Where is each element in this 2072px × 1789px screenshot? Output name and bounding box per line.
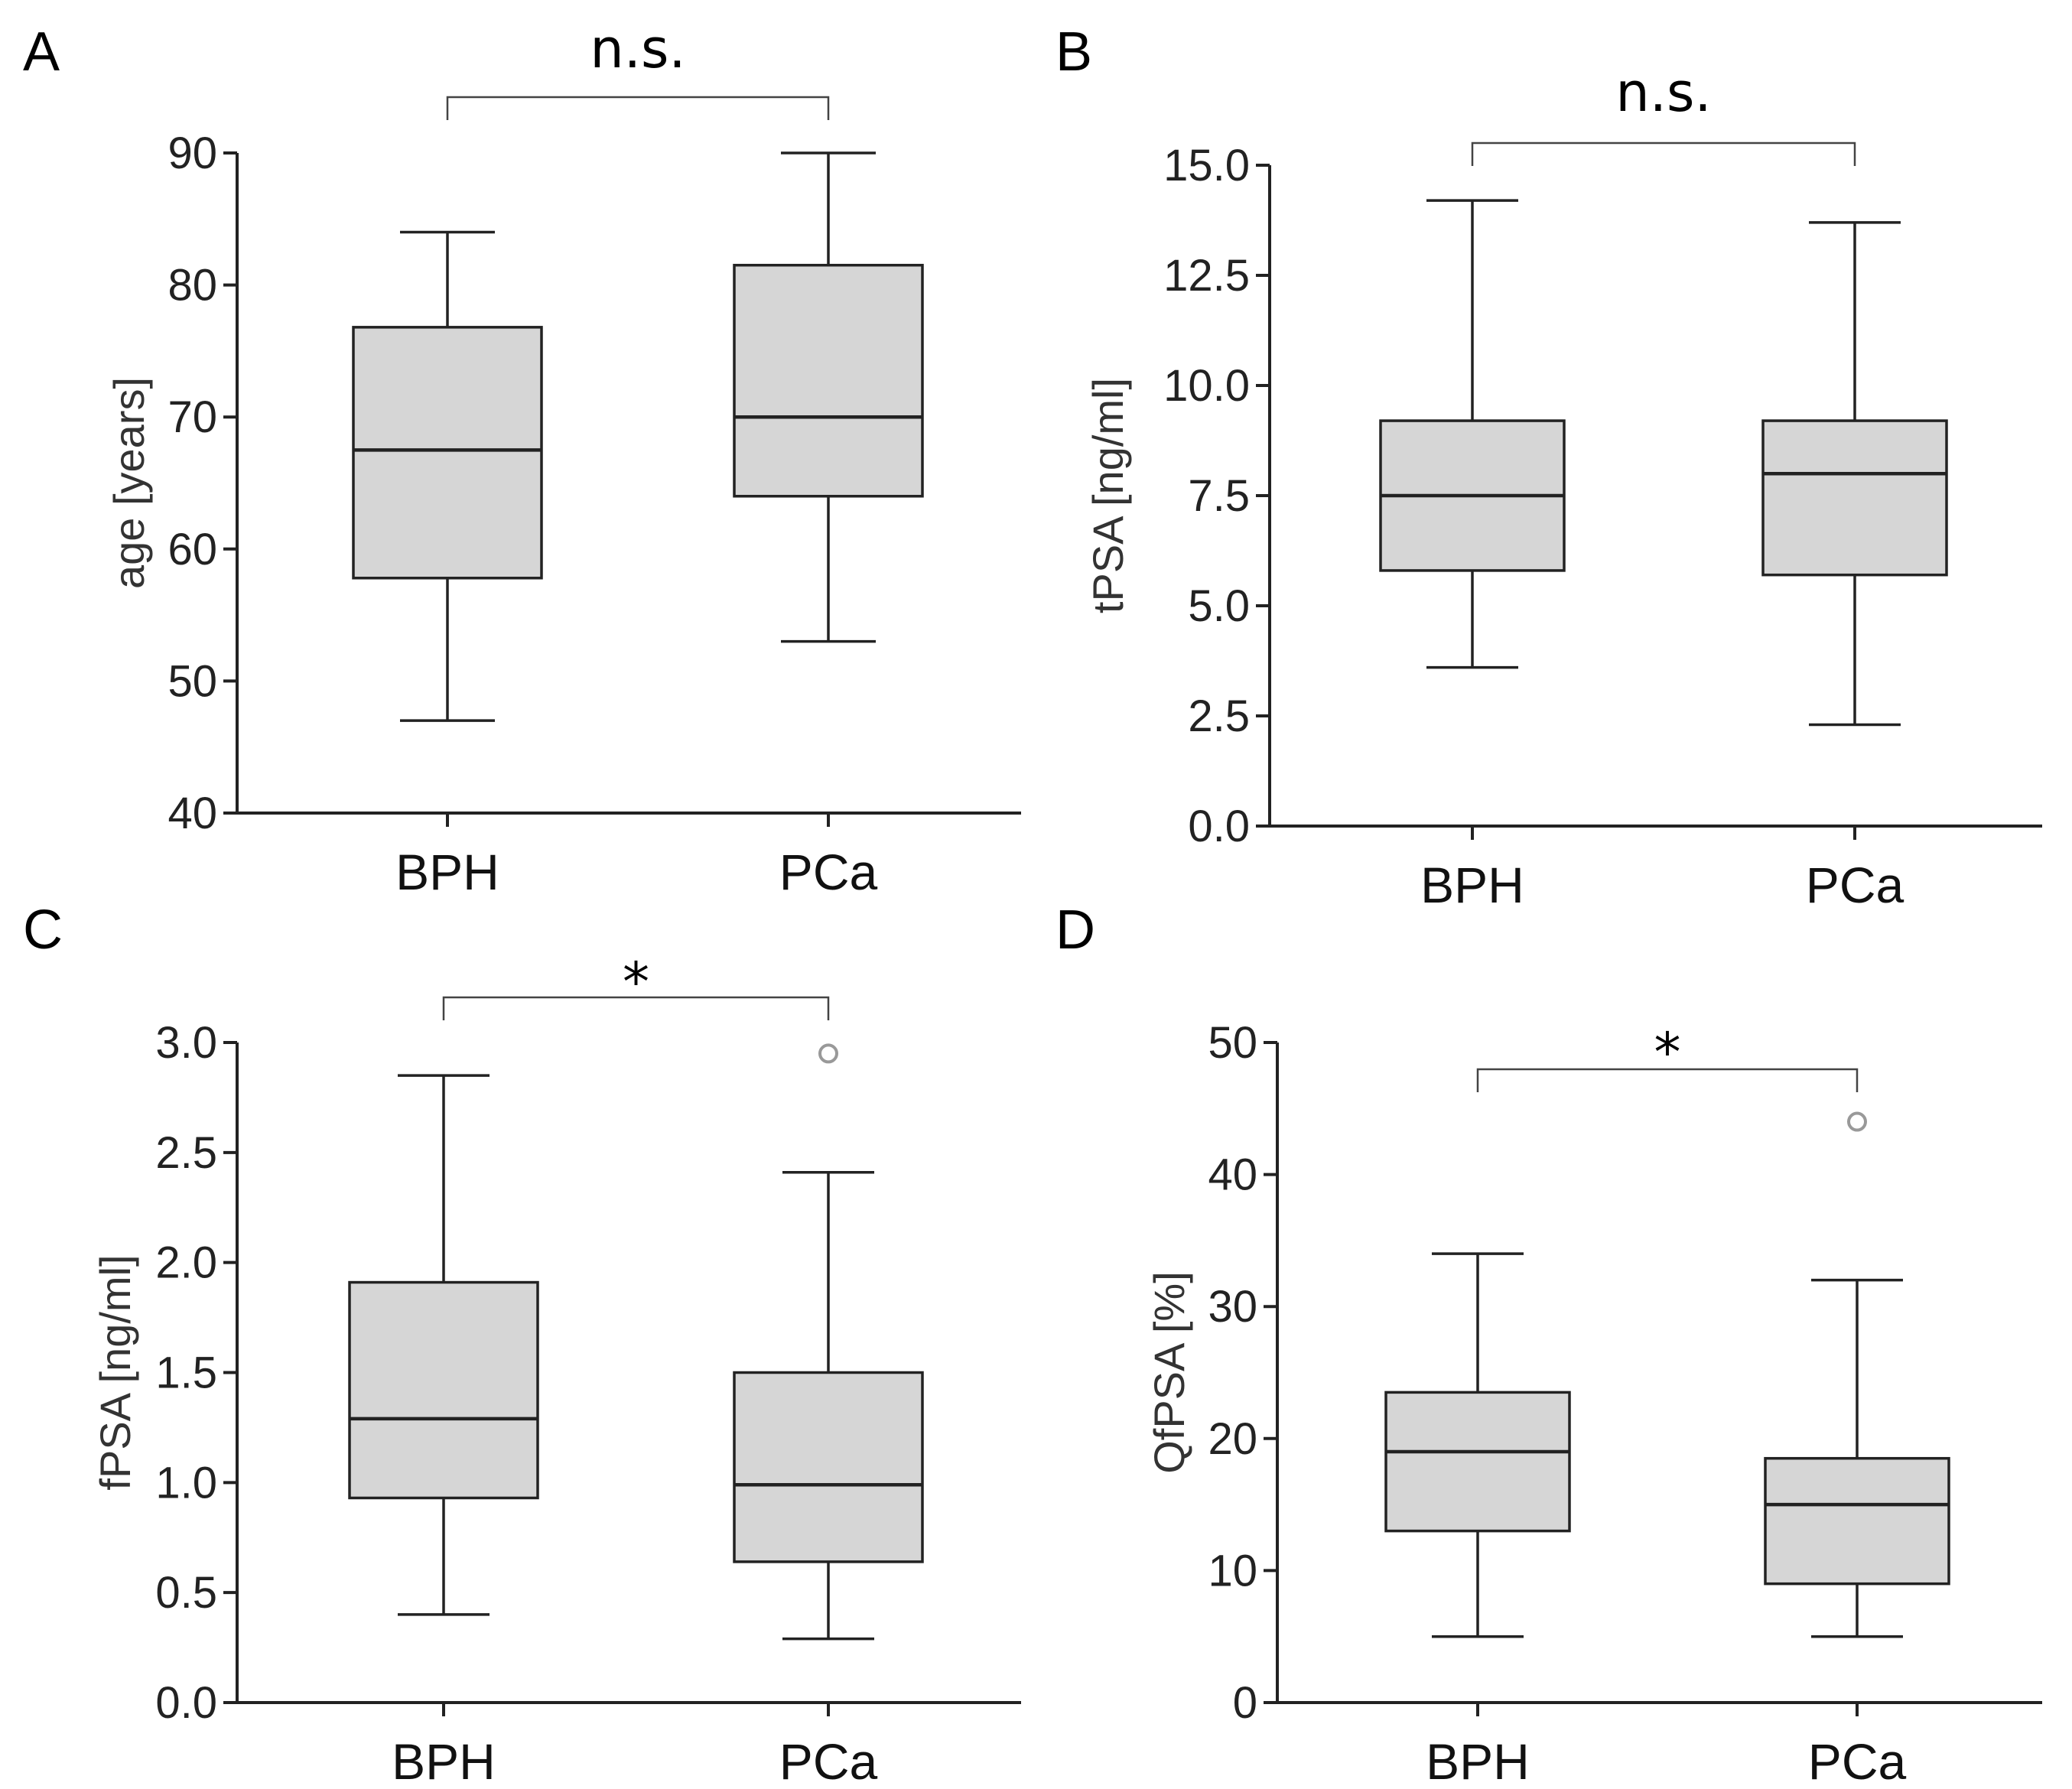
y-tick-label: 2.5 bbox=[1188, 691, 1250, 741]
y-axis-label: age [years] bbox=[105, 377, 153, 589]
y-tick-label: 90 bbox=[168, 128, 217, 178]
box-bph bbox=[348, 1074, 539, 1616]
x-tick-label: PCa bbox=[779, 1733, 878, 1789]
box-pca bbox=[733, 1043, 924, 1641]
y-tick-label: 5.0 bbox=[1188, 581, 1250, 631]
box-bph bbox=[1379, 199, 1566, 669]
y-tick-label: 50 bbox=[168, 656, 217, 706]
chart-panel-b: B 0.0 2.5 5.0 7.5 10.0 12.5 15.0 tPSA [ng/ml] BPH… bbox=[1056, 21, 2042, 913]
box-pca bbox=[1764, 1111, 1950, 1638]
iqr-box bbox=[1761, 419, 1948, 577]
outlier-point bbox=[1847, 1111, 1867, 1132]
y-tick-label: 0.0 bbox=[1188, 802, 1250, 851]
iqr-box bbox=[1764, 1456, 1950, 1586]
iqr-box bbox=[352, 326, 543, 580]
y-tick-label: 30 bbox=[1208, 1282, 1257, 1332]
iqr-box bbox=[348, 1280, 539, 1500]
iqr-box bbox=[1384, 1391, 1571, 1533]
y-tick-label: 60 bbox=[168, 525, 217, 574]
y-tick-label: 2.0 bbox=[155, 1238, 217, 1288]
y-tick-label: 1.5 bbox=[155, 1348, 217, 1398]
significance-label: n.s. bbox=[1615, 61, 1711, 124]
y-tick-label: 50 bbox=[1208, 1018, 1257, 1068]
y-axis-label: fPSA [ng/ml] bbox=[91, 1254, 139, 1490]
y-tick-label: 0.0 bbox=[155, 1678, 217, 1728]
y-tick-label: 10 bbox=[1208, 1546, 1257, 1595]
y-tick-label: 15.0 bbox=[1163, 141, 1250, 190]
chart-panel-c: C 0.0 0.5 1.0 1.5 2.0 2.5 3.0 fPSA [ng/ml] BPH PCa… bbox=[23, 899, 1021, 1789]
y-tick-label: 12.5 bbox=[1163, 251, 1250, 301]
iqr-box bbox=[733, 263, 924, 498]
box-pca bbox=[733, 151, 924, 643]
significance-label: n.s. bbox=[590, 18, 685, 80]
y-tick-label: 7.5 bbox=[1188, 471, 1250, 521]
y-tick-label: 10.0 bbox=[1163, 361, 1250, 411]
y-tick-label: 3.0 bbox=[155, 1018, 217, 1068]
significance-bracket bbox=[1476, 1068, 1859, 1092]
x-tick-label: BPH bbox=[1420, 857, 1524, 913]
panel-letter: C bbox=[23, 899, 63, 961]
y-tick-label: 2.5 bbox=[155, 1128, 217, 1178]
chart-panel-a: A 40 50 60 70 80 90 age [years] BPH PCa n.s. bbox=[23, 18, 1021, 900]
y-tick-label: 0.5 bbox=[155, 1568, 217, 1618]
panel-letter: B bbox=[1056, 21, 1092, 83]
y-tick-label: 40 bbox=[168, 789, 217, 838]
significance-bracket bbox=[446, 96, 830, 120]
significance-label: * bbox=[623, 951, 649, 1013]
x-tick-label: PCa bbox=[1808, 1733, 1907, 1789]
panel-letter: A bbox=[23, 21, 60, 83]
x-tick-label: BPH bbox=[392, 1733, 496, 1789]
y-tick-label: 70 bbox=[168, 392, 217, 442]
y-tick-label: 40 bbox=[1208, 1150, 1257, 1200]
y-tick-label: 20 bbox=[1208, 1414, 1257, 1464]
significance-label: * bbox=[1654, 1021, 1681, 1084]
y-tick-label: 80 bbox=[168, 261, 217, 311]
chart-panel-d: D 0 10 20 30 40 50 QfPSA [%] BPH PCa * bbox=[1056, 899, 2042, 1789]
x-tick-label: BPH bbox=[395, 844, 499, 900]
box-bph bbox=[1384, 1252, 1571, 1638]
y-axis-label: tPSA [ng/ml] bbox=[1084, 378, 1132, 613]
iqr-box bbox=[733, 1371, 924, 1563]
y-tick-label: 1.0 bbox=[155, 1458, 217, 1508]
x-tick-label: BPH bbox=[1426, 1733, 1530, 1789]
y-tick-label: 0 bbox=[1233, 1678, 1257, 1728]
x-tick-label: PCa bbox=[779, 844, 878, 900]
significance-bracket bbox=[1471, 141, 1856, 166]
box-bph bbox=[352, 230, 543, 722]
box-pca bbox=[1761, 221, 1948, 727]
x-tick-label: PCa bbox=[1806, 857, 1904, 913]
panel-letter: D bbox=[1056, 899, 1095, 961]
outlier-point bbox=[818, 1043, 838, 1064]
significance-bracket bbox=[442, 996, 830, 1020]
y-axis-label: QfPSA [%] bbox=[1145, 1271, 1193, 1474]
